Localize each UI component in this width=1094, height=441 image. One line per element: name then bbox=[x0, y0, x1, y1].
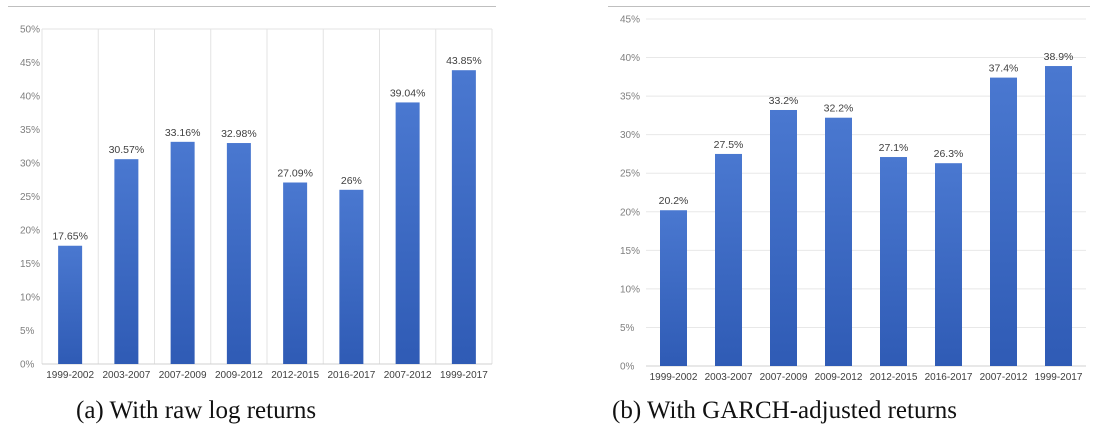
bar-2009-2012 bbox=[226, 143, 251, 364]
x-category-label: 1999-2002 bbox=[46, 370, 94, 381]
x-category-label: 1999-2017 bbox=[1035, 372, 1083, 383]
y-tick-label: 5% bbox=[20, 326, 35, 337]
y-tick-label: 25% bbox=[20, 192, 40, 203]
bar-2007-2009 bbox=[770, 109, 797, 366]
x-category-label: 2012-2015 bbox=[271, 370, 319, 381]
bar-2016-2017 bbox=[339, 189, 364, 364]
x-category-label: 2007-2009 bbox=[159, 370, 207, 381]
y-tick-label: 20% bbox=[20, 226, 40, 237]
bar-1999-2002 bbox=[58, 245, 83, 364]
data-label: 32.2% bbox=[824, 103, 854, 115]
bar-2012-2015 bbox=[880, 157, 907, 366]
y-tick-label: 35% bbox=[20, 125, 40, 136]
bar-2003-2007 bbox=[715, 153, 742, 366]
data-label: 33.16% bbox=[165, 127, 201, 139]
x-category-label: 2009-2012 bbox=[815, 372, 863, 383]
bar-2016-2017 bbox=[935, 163, 962, 366]
bar-1999-2017 bbox=[451, 70, 476, 364]
data-label: 38.9% bbox=[1044, 51, 1074, 63]
y-tick-label: 50% bbox=[20, 25, 40, 36]
bar-2007-2012 bbox=[990, 77, 1017, 367]
y-tick-label: 0% bbox=[620, 362, 635, 373]
x-category-label: 2016-2017 bbox=[327, 370, 375, 381]
x-category-label: 2007-2012 bbox=[980, 372, 1028, 383]
x-category-label: 1999-2002 bbox=[650, 372, 698, 383]
y-tick-label: 25% bbox=[620, 169, 640, 180]
y-tick-label: 45% bbox=[20, 58, 40, 69]
bar-2012-2015 bbox=[283, 182, 308, 364]
chart-panel-a: 0% 5% 10% 15% 20% 25% 30% 35% 40% 45% 50% 17.65% 199… bbox=[8, 6, 496, 385]
y-tick-label: 10% bbox=[620, 284, 640, 295]
bar-chart-b: 0% 5% 10% 15% 20% 25% 30% 35% 40% 45% 20.2% 1999-20… bbox=[620, 15, 1086, 383]
y-tick-label: 0% bbox=[20, 360, 35, 371]
x-category-label: 2016-2017 bbox=[925, 372, 973, 383]
data-label: 33.2% bbox=[769, 95, 799, 107]
bar-2007-2012 bbox=[395, 102, 420, 364]
bar-1999-2017 bbox=[1045, 66, 1072, 366]
data-label: 27.1% bbox=[879, 142, 909, 154]
data-label: 17.65% bbox=[52, 231, 88, 243]
y-tick-label: 40% bbox=[620, 53, 640, 64]
bar-1999-2002 bbox=[660, 210, 687, 366]
caption-a: (a) With raw log returns bbox=[76, 397, 317, 424]
bar-2003-2007 bbox=[114, 159, 139, 364]
data-label: 43.85% bbox=[446, 55, 482, 67]
y-tick-label: 30% bbox=[20, 159, 40, 170]
y-tick-label: 15% bbox=[20, 259, 40, 270]
chart-panel-b: 0% 5% 10% 15% 20% 25% 30% 35% 40% 45% 20.2% 1999-20… bbox=[608, 6, 1090, 385]
y-tick-label: 15% bbox=[620, 246, 640, 257]
bar-2009-2012 bbox=[825, 117, 852, 366]
data-label: 26.3% bbox=[934, 148, 964, 160]
data-label: 32.98% bbox=[221, 128, 257, 140]
data-label: 27.5% bbox=[714, 139, 744, 151]
y-tick-label: 10% bbox=[20, 293, 40, 304]
x-category-label: 2012-2015 bbox=[870, 372, 918, 383]
y-tick-label: 5% bbox=[620, 323, 635, 334]
bar-2007-2009 bbox=[170, 141, 195, 364]
x-category-label: 2007-2009 bbox=[760, 372, 808, 383]
x-category-label: 1999-2017 bbox=[440, 370, 488, 381]
x-category-label: 2003-2007 bbox=[705, 372, 753, 383]
y-tick-label: 45% bbox=[620, 15, 640, 26]
x-category-label: 2003-2007 bbox=[102, 370, 150, 381]
bar-chart-a: 0% 5% 10% 15% 20% 25% 30% 35% 40% 45% 50% 17.65% 199… bbox=[20, 25, 493, 381]
data-label: 30.57% bbox=[109, 144, 145, 156]
y-tick-label: 30% bbox=[620, 130, 640, 141]
data-label: 39.04% bbox=[390, 87, 426, 99]
y-tick-label: 35% bbox=[620, 92, 640, 103]
y-tick-label: 40% bbox=[20, 92, 40, 103]
y-tick-label: 20% bbox=[620, 207, 640, 218]
data-label: 26% bbox=[341, 175, 362, 187]
data-label: 37.4% bbox=[989, 63, 1019, 75]
x-category-label: 2009-2012 bbox=[215, 370, 263, 381]
data-label: 27.09% bbox=[277, 167, 313, 179]
x-category-label: 2007-2012 bbox=[384, 370, 432, 381]
caption-b: (b) With GARCH-adjusted returns bbox=[612, 397, 958, 424]
data-label: 20.2% bbox=[659, 195, 689, 207]
